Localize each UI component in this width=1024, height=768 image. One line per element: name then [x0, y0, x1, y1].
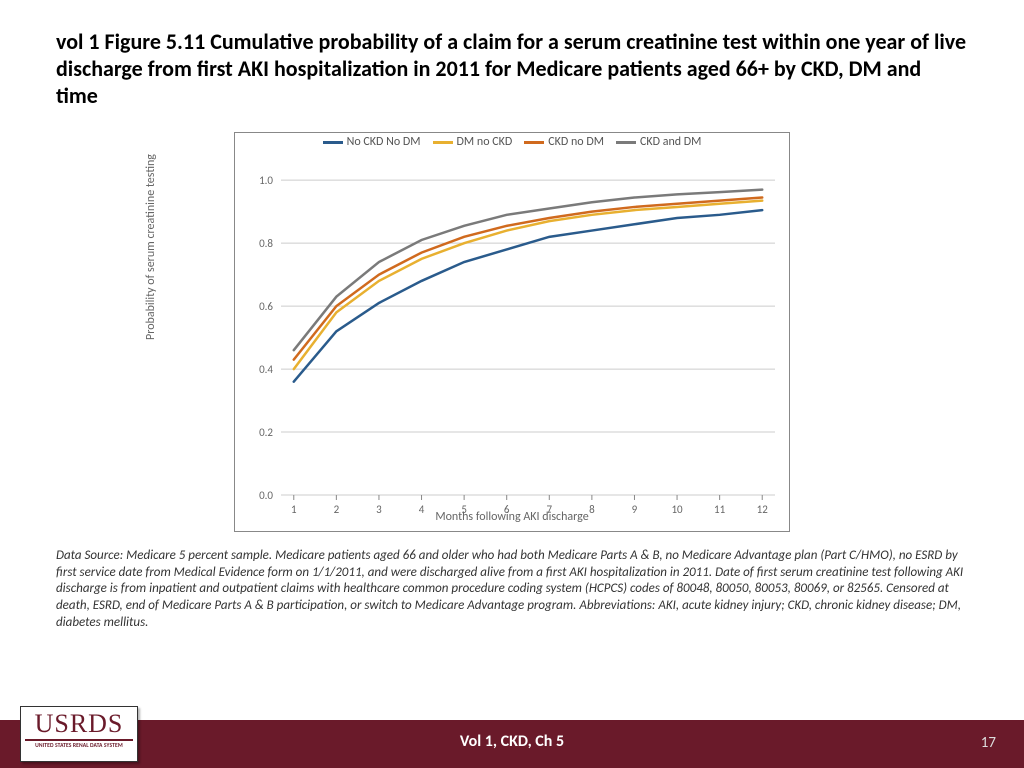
usrds-logo: USRDS UNITED STATES RENAL DATA SYSTEM [20, 706, 138, 762]
chart-plot: 0.00.20.40.60.81.0 123456789101112 [281, 155, 775, 495]
y-axis-label: Probability of serum creatinine testing [144, 154, 158, 340]
legend-item: No CKD No DM [323, 135, 421, 149]
svg-text:0.2: 0.2 [259, 426, 273, 439]
x-axis-label: Months following AKI discharge [234, 510, 790, 524]
chart-container: No CKD No DM DM no CKD CKD no DM CKD and DM… [234, 132, 790, 532]
svg-text:0.6: 0.6 [259, 300, 273, 313]
figure-title: vol 1 Figure 5.11 Cumulative probability… [56, 28, 968, 109]
series-line [294, 198, 762, 360]
svg-text:0.0: 0.0 [259, 489, 273, 502]
chart-legend: No CKD No DM DM no CKD CKD no DM CKD and DM [235, 135, 789, 149]
svg-text:1.0: 1.0 [259, 174, 273, 187]
svg-text:0.8: 0.8 [259, 237, 273, 250]
legend-item: CKD no DM [524, 135, 604, 149]
data-source-footnote: Data Source: Medicare 5 percent sample. … [56, 548, 968, 631]
logo-sub-text: UNITED STATES RENAL DATA SYSTEM [25, 742, 133, 749]
footer-bar: Vol 1, CKD, Ch 5 17 [0, 720, 1024, 768]
slide: vol 1 Figure 5.11 Cumulative probability… [0, 0, 1024, 768]
legend-item: DM no CKD [433, 135, 513, 149]
svg-text:0.4: 0.4 [259, 363, 273, 376]
logo-main-text: USRDS [25, 709, 133, 741]
legend-item: CKD and DM [616, 135, 701, 149]
footer-center-text: Vol 1, CKD, Ch 5 [0, 732, 1024, 751]
page-number: 17 [981, 734, 996, 752]
series-line [294, 190, 762, 351]
series-line [294, 210, 762, 382]
